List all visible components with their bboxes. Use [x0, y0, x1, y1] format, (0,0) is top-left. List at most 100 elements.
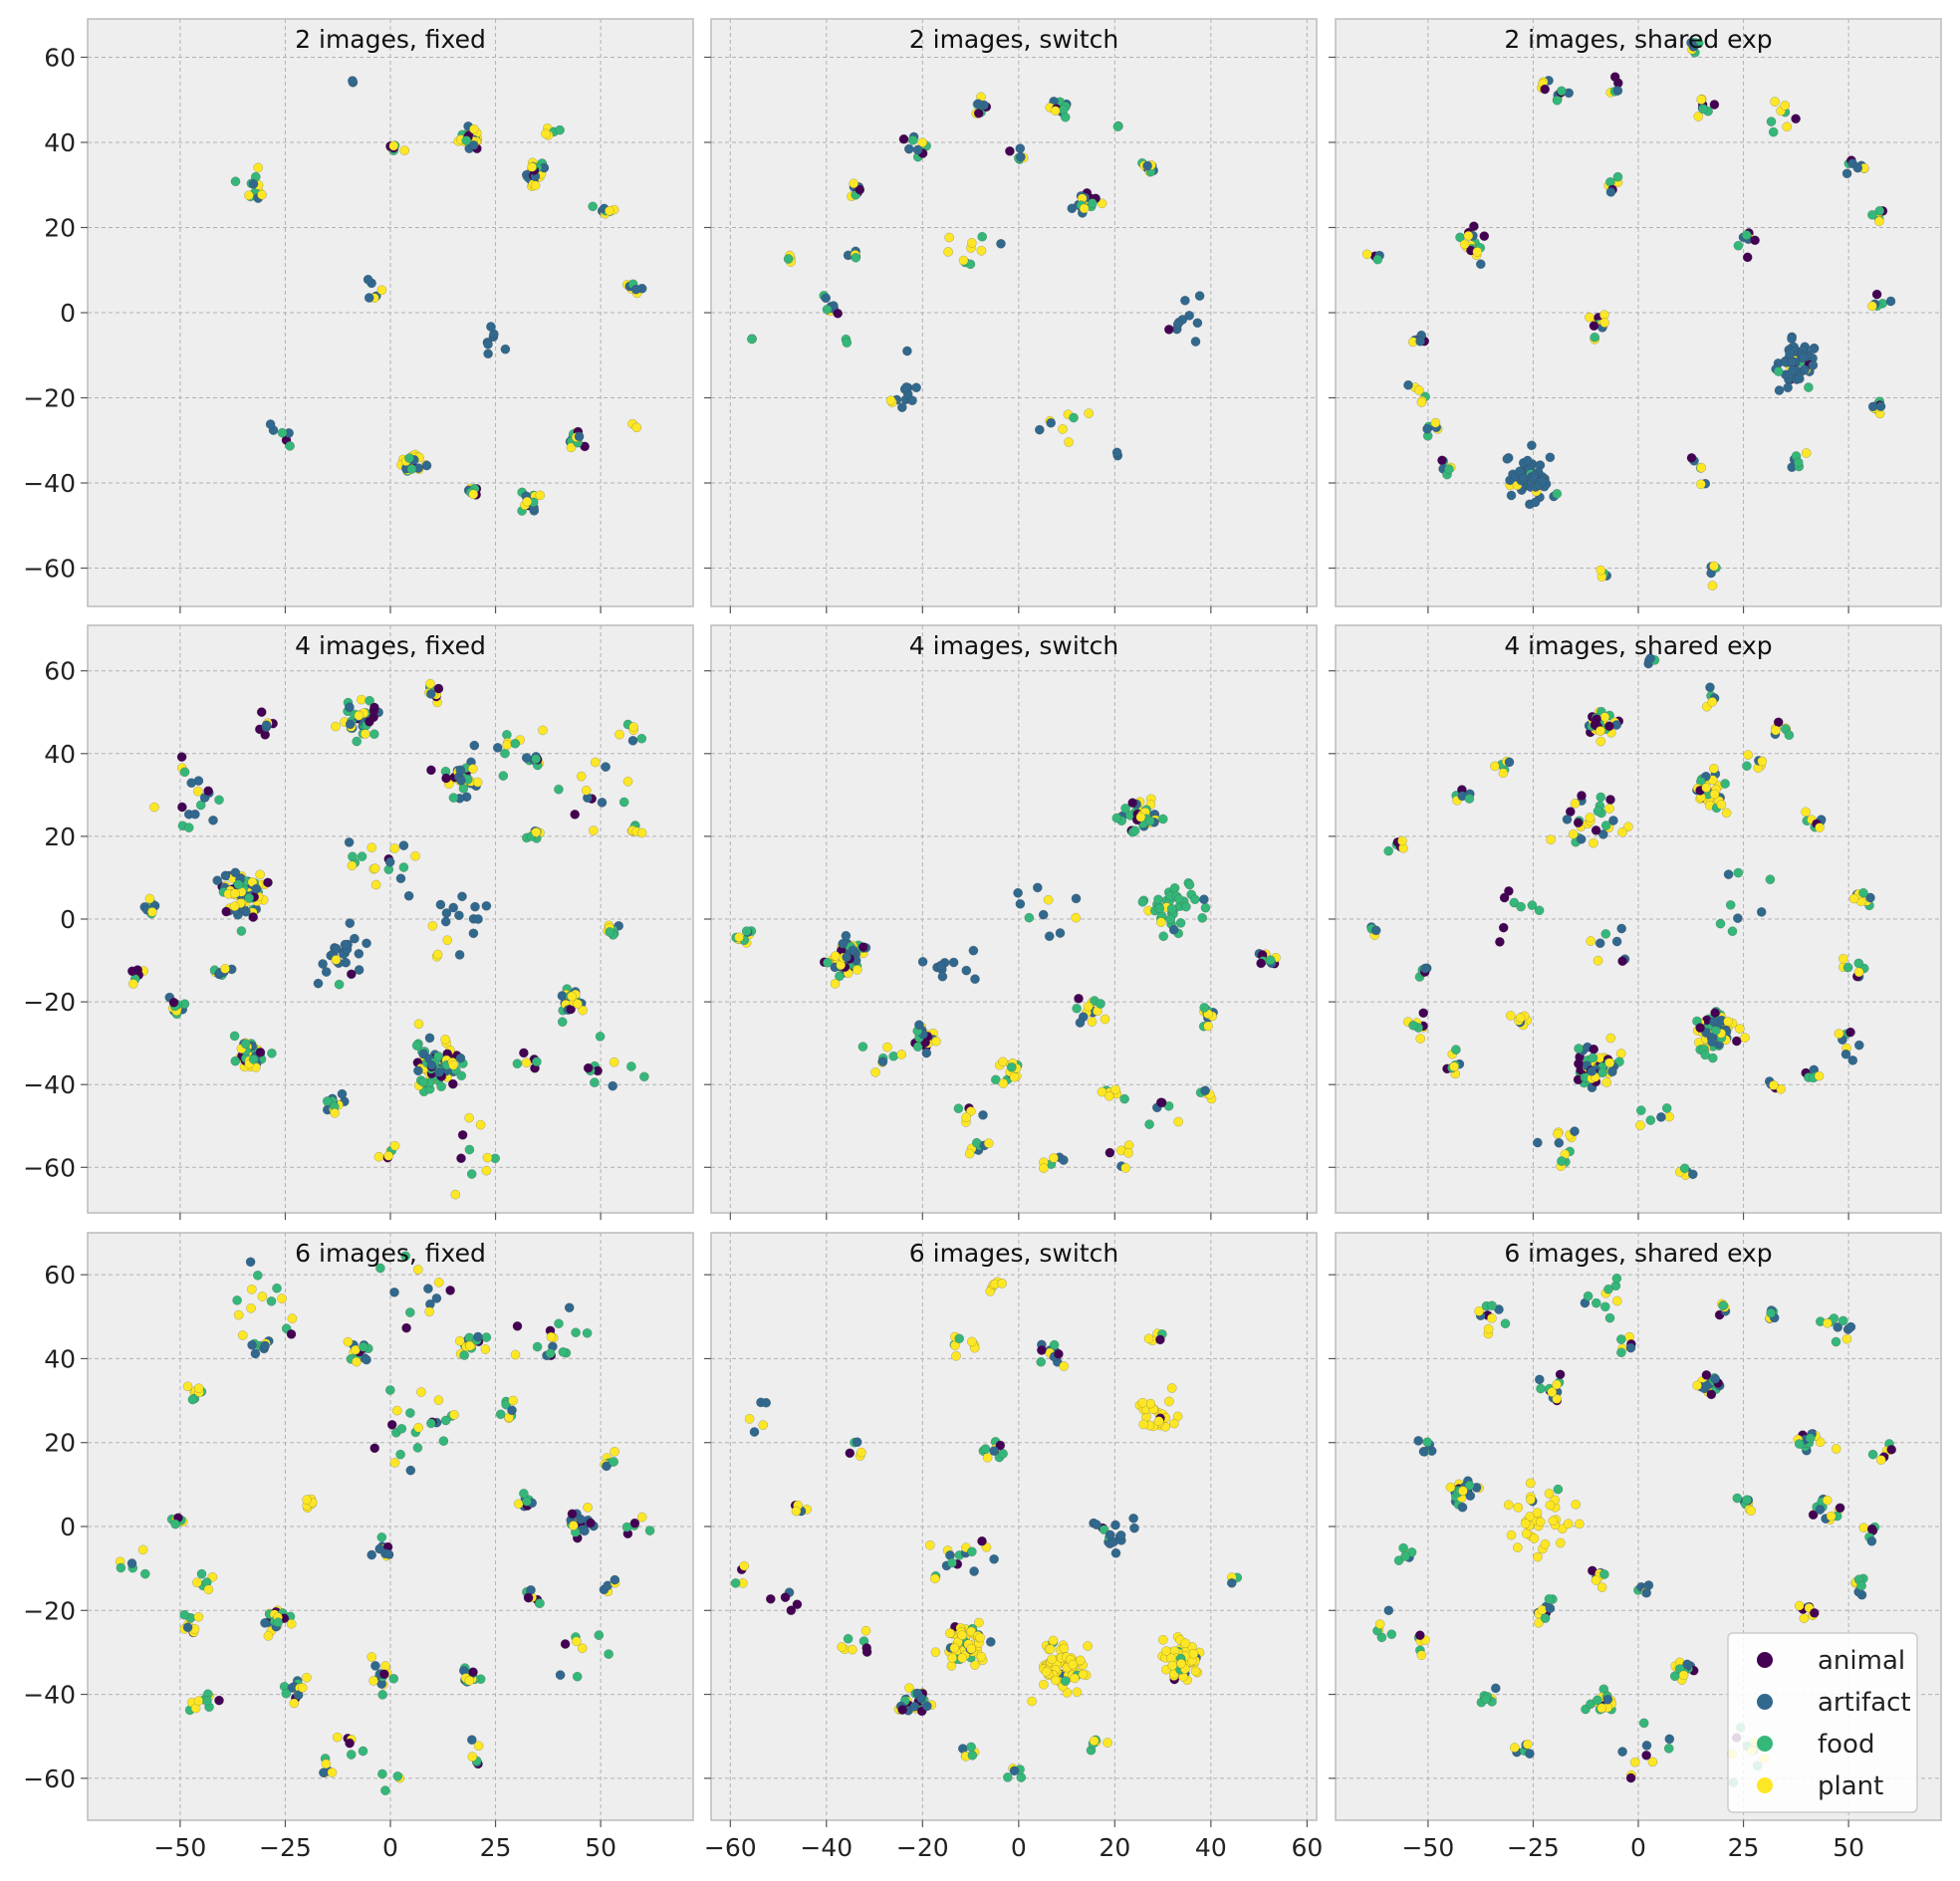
scatter-point — [1625, 1342, 1636, 1353]
scatter-point — [241, 906, 251, 917]
scatter-point — [190, 809, 200, 820]
scatter-point — [1016, 151, 1026, 162]
points — [115, 1251, 655, 1795]
x-tick-label: 25 — [480, 1833, 512, 1862]
scatter-point — [388, 140, 399, 151]
scatter-point — [454, 1335, 465, 1346]
scatter-point — [783, 254, 794, 264]
scatter-point — [1725, 900, 1736, 910]
scatter-point — [523, 1592, 534, 1603]
scatter-point — [1180, 295, 1190, 306]
scatter-point — [786, 1605, 797, 1615]
scatter-point — [1403, 379, 1413, 390]
scatter-point — [1866, 1524, 1877, 1534]
scatter-point — [570, 810, 581, 820]
scatter-point — [580, 1526, 590, 1536]
scatter-point — [857, 1447, 866, 1458]
scatter-point — [966, 1643, 977, 1654]
y-tick-label: 40 — [44, 1344, 76, 1373]
scatter-point — [182, 1622, 193, 1632]
scatter-point — [605, 927, 615, 937]
scatter-point — [966, 1742, 976, 1753]
scatter-point — [849, 178, 859, 189]
scatter-point — [1483, 1323, 1494, 1334]
scatter-point — [943, 247, 953, 257]
x-tick-label: 60 — [1291, 1833, 1323, 1862]
scatter-point — [1810, 1608, 1820, 1618]
scatter-point — [1604, 721, 1614, 732]
scatter-point — [1592, 955, 1603, 966]
scatter-point — [286, 1619, 297, 1629]
scatter-point — [541, 128, 551, 139]
scatter-point — [1110, 1547, 1121, 1558]
scatter-point — [1636, 1105, 1646, 1115]
scatter-point — [379, 1669, 389, 1680]
scatter-point — [974, 1617, 984, 1628]
scatter-point — [823, 957, 833, 968]
scatter-point — [370, 1661, 380, 1671]
scatter-point — [761, 1397, 772, 1408]
scatter-point — [1200, 902, 1211, 913]
scatter-point — [521, 1058, 532, 1067]
scatter-point — [885, 395, 896, 406]
scatter-point — [780, 1592, 791, 1602]
scatter-point — [967, 1751, 978, 1761]
points — [731, 794, 1281, 1173]
scatter-point — [861, 1647, 872, 1657]
y-tick-label: −60 — [23, 1764, 76, 1793]
scatter-point — [507, 1405, 517, 1416]
scatter-point — [1693, 112, 1704, 121]
scatter-point — [1192, 318, 1203, 329]
scatter-point — [627, 736, 638, 746]
scatter-point — [1516, 901, 1526, 912]
scatter-point — [1059, 1361, 1069, 1371]
scatter-point — [1051, 1675, 1061, 1686]
scatter-point — [1718, 1300, 1728, 1311]
scatter-point — [1707, 581, 1718, 590]
scatter-point — [1847, 1056, 1858, 1065]
scatter-point — [512, 1321, 523, 1331]
scatter-point — [319, 1767, 329, 1777]
scatter-point — [1664, 1111, 1674, 1122]
scatter-point — [1723, 869, 1734, 879]
scatter-point — [1856, 1580, 1866, 1591]
scatter-point — [595, 1032, 606, 1042]
scatter-point — [357, 694, 367, 705]
scatter-point — [1583, 1291, 1593, 1301]
scatter-point — [749, 1427, 760, 1437]
scatter-point — [322, 1096, 333, 1106]
scatter-point — [1875, 401, 1886, 411]
scatter-point — [1190, 1666, 1201, 1677]
scatter-point — [1041, 1667, 1052, 1677]
scatter-point — [1595, 726, 1605, 736]
scatter-point — [1161, 1646, 1171, 1656]
scatter-point — [260, 1340, 270, 1351]
scatter-point — [391, 1405, 402, 1416]
scatter-point — [406, 464, 417, 474]
scatter-point — [214, 795, 224, 806]
scatter-point — [614, 729, 624, 740]
scatter-point — [192, 786, 203, 797]
scatter-point — [246, 1303, 256, 1313]
scatter-point — [1035, 424, 1045, 435]
panel-title: 2 images, switch — [909, 25, 1118, 54]
scatter-point — [1523, 1739, 1533, 1750]
scatter-point — [1491, 1683, 1501, 1694]
scatter-point — [1845, 1321, 1856, 1332]
scatter-point — [457, 1130, 468, 1140]
scatter-point — [1111, 813, 1122, 823]
scatter-point — [469, 123, 479, 134]
scatter-point — [1600, 1301, 1610, 1312]
scatter-point — [877, 1057, 888, 1066]
scatter-point — [179, 767, 190, 778]
scatter-point — [416, 1387, 426, 1397]
scatter-point — [425, 689, 436, 699]
scatter-point — [1705, 682, 1715, 693]
scatter-point — [1518, 473, 1529, 484]
scatter-point — [1723, 1017, 1733, 1027]
scatter-point — [1842, 962, 1853, 973]
scatter-point — [1591, 1575, 1601, 1585]
y-tick-label: 20 — [44, 1429, 76, 1458]
scatter-point — [1043, 894, 1054, 905]
scatter-point — [744, 1414, 755, 1424]
